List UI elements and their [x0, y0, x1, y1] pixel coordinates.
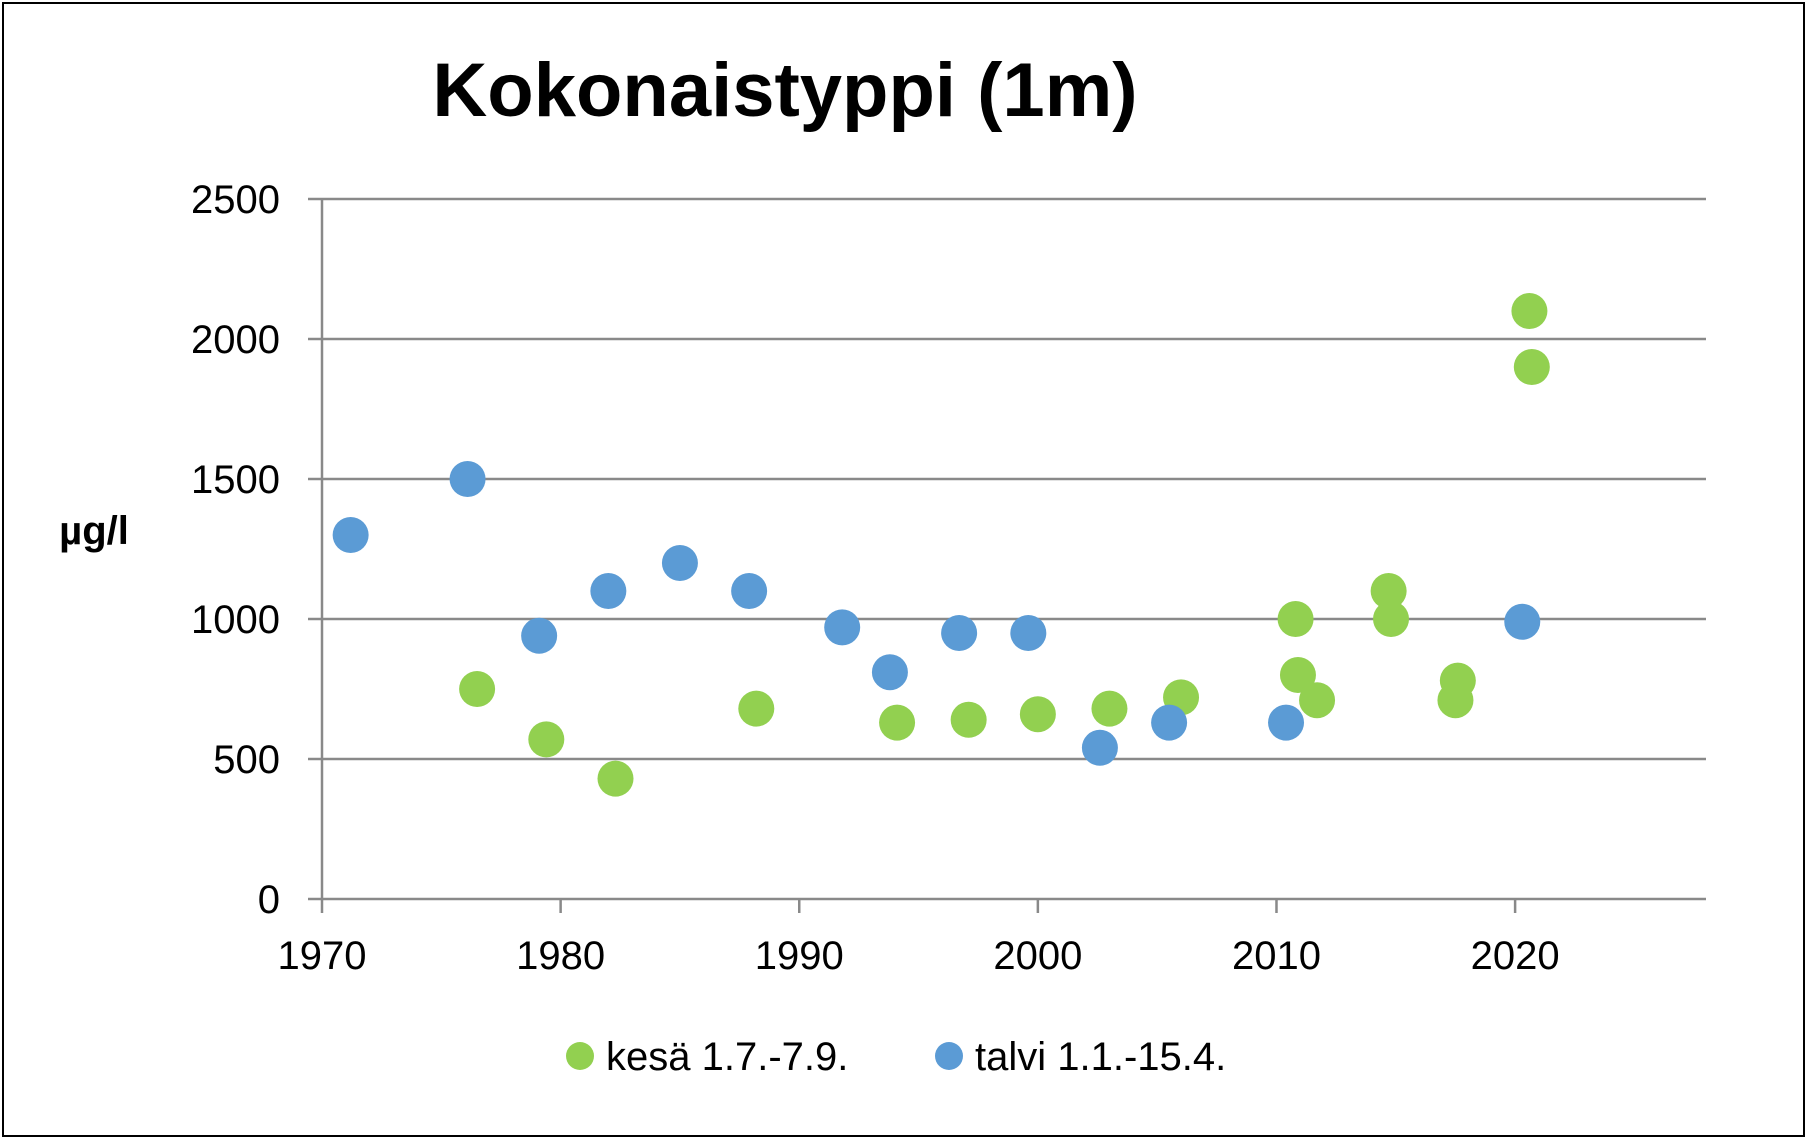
- data-point-kesa: [1279, 657, 1316, 693]
- data-points: [332, 293, 1550, 797]
- legend-marker: [566, 1042, 594, 1070]
- data-point-talvi: [332, 517, 369, 553]
- y-tick-label: 1500: [191, 458, 280, 502]
- data-point-talvi: [824, 609, 861, 646]
- data-point-kesa: [879, 704, 916, 741]
- data-point-talvi: [1010, 615, 1047, 651]
- data-point-talvi: [1504, 603, 1541, 640]
- data-point-talvi: [871, 654, 908, 691]
- data-point-kesa: [1091, 690, 1128, 727]
- y-tick-label: 0: [258, 878, 280, 922]
- y-tick-label: 1000: [191, 598, 280, 642]
- y-tick-label: 500: [213, 738, 280, 782]
- y-tick-label: 2500: [191, 178, 280, 222]
- data-point-kesa: [1373, 601, 1410, 637]
- data-point-kesa: [738, 690, 775, 727]
- data-point-talvi: [731, 573, 768, 609]
- x-tick-label: 2010: [1232, 934, 1321, 978]
- data-point-kesa: [1513, 349, 1550, 385]
- x-tick-label: 1970: [278, 934, 367, 978]
- legend: kesä 1.7.-7.9. talvi 1.1.-15.4.: [566, 1035, 1226, 1079]
- data-point-talvi: [661, 545, 698, 581]
- data-point-talvi: [1081, 729, 1118, 766]
- chart-title: Kokonaistyppi (1m): [432, 48, 1137, 133]
- data-point-kesa: [597, 760, 634, 797]
- y-axis-label: µg/l: [59, 509, 129, 553]
- data-point-kesa: [459, 671, 496, 707]
- data-point-kesa: [528, 721, 565, 758]
- data-point-kesa: [1437, 682, 1474, 719]
- data-point-kesa: [1511, 293, 1548, 329]
- data-point-talvi: [1268, 704, 1305, 741]
- data-point-talvi: [941, 615, 978, 651]
- data-point-talvi: [449, 461, 486, 497]
- scatter-chart: 0 500 1000 1500 2000 2500 1970 1980 1990 2000 2010…: [59, 48, 1706, 1079]
- data-point-kesa: [1299, 682, 1336, 719]
- x-tick-label: 1990: [755, 934, 844, 978]
- data-point-talvi: [1151, 704, 1188, 741]
- legend-label: kesä 1.7.-7.9.: [606, 1035, 848, 1079]
- gridlines: [308, 197, 1706, 761]
- data-point-kesa: [1277, 601, 1314, 637]
- x-tick-label: 2020: [1471, 934, 1560, 978]
- data-point-talvi: [590, 573, 627, 609]
- legend-label: talvi 1.1.-15.4.: [975, 1035, 1226, 1079]
- data-point-kesa: [1019, 696, 1056, 733]
- data-point-kesa: [950, 701, 987, 738]
- x-tick-label: 2000: [993, 934, 1082, 978]
- data-point-kesa: [1370, 573, 1407, 609]
- x-tick-label: 1980: [516, 934, 605, 978]
- data-point-talvi: [521, 617, 558, 654]
- axes: 0 500 1000 1500 2000 2500 1970 1980 1990 2000 2010…: [191, 178, 1706, 978]
- y-tick-label: 2000: [191, 318, 280, 362]
- legend-marker: [935, 1042, 963, 1070]
